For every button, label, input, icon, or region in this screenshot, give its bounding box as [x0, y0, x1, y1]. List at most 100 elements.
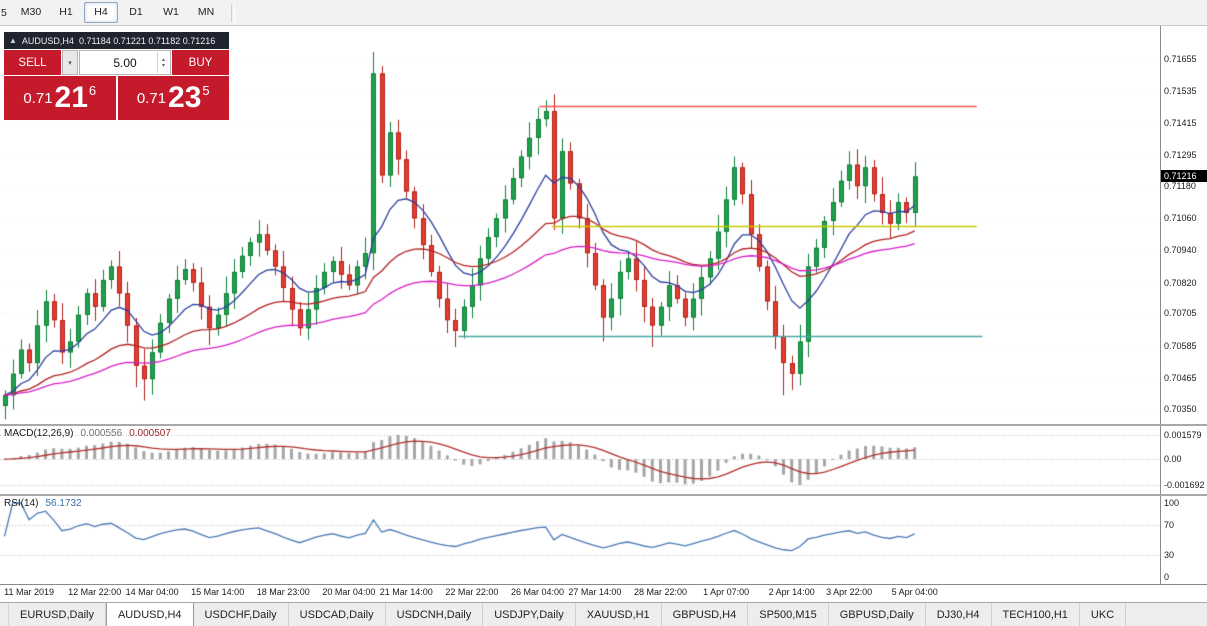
bid-point: 6 [88, 83, 97, 98]
sell-button[interactable]: SELL [4, 50, 61, 75]
date-axis-label: 5 Apr 04:00 [891, 587, 938, 597]
bid-base: 0.71 [23, 89, 53, 107]
price-axis-tick: 0.71295 [1164, 150, 1197, 161]
price-axis-tick: 0.70585 [1164, 340, 1197, 351]
rsi-panel: RSI(14) 56.1732 100 70 30 0 [0, 496, 1207, 584]
order-options-dropdown[interactable]: ▾ [62, 50, 78, 75]
rsi-canvas[interactable] [0, 496, 1160, 584]
trade-panel-ohlc: 0.71184 0.71221 0.71182 0.71216 [78, 35, 216, 46]
timeframe-toolbar: 5 M30 H1 H4 D1 W1 MN [0, 0, 1207, 26]
volume-value: 5.00 [113, 55, 137, 70]
date-axis-label: 1 Apr 07:00 [703, 587, 750, 597]
timeframe-button-h4[interactable]: H4 [84, 2, 118, 23]
price-axis-tick: 0.70940 [1164, 245, 1197, 256]
date-axis-label: 12 Mar 22:00 [68, 587, 122, 597]
chart-tab-sp500-m15[interactable]: SP500,M15 [748, 603, 829, 626]
date-axis-label: 2 Apr 14:00 [768, 587, 815, 597]
price-axis-tick: 0.70465 [1164, 372, 1197, 383]
current-price-badge: 0.71216 [1161, 170, 1207, 183]
date-axis-label: 22 Mar 22:00 [445, 587, 499, 597]
volume-increase-icon[interactable]: ▴ [161, 56, 165, 63]
trade-panel-header[interactable]: ▲ AUDUSD,H4 0.71184 0.71221 0.71182 0.71… [4, 32, 229, 49]
sell-price-button[interactable]: 0.71 21 6 [4, 76, 116, 120]
buy-button[interactable]: BUY [172, 50, 229, 75]
timeframe-button-m30[interactable]: M30 [20, 6, 42, 18]
chart-tab-usdcnh-daily[interactable]: USDCNH,Daily [385, 603, 484, 626]
macd-value-signal: 0.000507 [129, 428, 171, 439]
macd-axis-tick: 0.001579 [1164, 430, 1202, 440]
ask-pips: 23 [168, 81, 202, 114]
macd-value-main: 0.000556 [80, 428, 123, 439]
rsi-axis: 100 70 30 0 [1160, 496, 1207, 584]
timeframe-button-h1[interactable]: H1 [59, 6, 73, 18]
date-axis: 11 Mar 2019 12 Mar 22:00 14 Mar 04:00 15 Ma… [0, 584, 1207, 602]
price-axis-tick: 0.71180 [1164, 181, 1196, 192]
chart-tab-ukc[interactable]: UKC [1079, 603, 1127, 626]
macd-name: MACD(12,26,9) [4, 428, 74, 439]
date-axis-label: 26 Mar 04:00 [510, 587, 565, 597]
chart-tab-xauusd-h1[interactable]: XAUUSD,H1 [575, 603, 662, 626]
timeframe-button-w1[interactable]: W1 [163, 6, 179, 18]
volume-decrease-icon[interactable]: ▾ [161, 62, 165, 69]
timeframe-buttons: M30 H1 H4 D1 W1 MN [14, 2, 223, 23]
rsi-axis-tick: 0 [1164, 572, 1170, 582]
tab-spacer [0, 603, 9, 626]
chart-tab-eurusd-daily[interactable]: EURUSD,Daily [9, 603, 106, 626]
price-axis-tick: 0.70705 [1164, 308, 1197, 319]
trade-price-row: 0.71 21 6 0.71 23 5 [4, 76, 229, 120]
price-axis-tick: 0.71655 [1164, 53, 1197, 64]
ask-base: 0.71 [136, 89, 167, 107]
ask-point: 5 [202, 83, 210, 98]
buy-price-button[interactable]: 0.71 23 5 [117, 76, 229, 120]
price-axis-tick: 0.70350 [1164, 403, 1197, 414]
collapse-panel-icon[interactable]: ▲ [9, 36, 17, 45]
date-axis-label: 14 Mar 04:00 [125, 587, 179, 597]
chart-tab-bar: EURUSD,Daily AUDUSD,H4 USDCHF,Daily USDCAD,… [0, 602, 1207, 626]
trade-panel-symbol: AUDUSD,H4 [21, 35, 74, 46]
date-axis-label: 3 Apr 22:00 [826, 587, 873, 597]
rsi-value: 56.1732 [45, 498, 82, 509]
rsi-axis-tick: 30 [1164, 549, 1175, 560]
rsi-name: RSI(14) [4, 498, 39, 509]
chart-tab-usdchf-daily[interactable]: USDCHF,Daily [193, 603, 289, 626]
date-axis-label: 11 Mar 2019 [4, 587, 55, 597]
date-axis-label: 18 Mar 23:00 [256, 587, 310, 597]
timeframe-button-d1[interactable]: D1 [129, 6, 143, 18]
volume-spinner: ▴ ▾ [157, 52, 169, 73]
macd-axis-tick: -0.001692 [1164, 480, 1205, 490]
price-axis-tick: 0.71535 [1164, 85, 1197, 96]
price-axis-tick: 0.70820 [1164, 277, 1197, 288]
chart-tab-gbpusd-h4[interactable]: GBPUSD,H4 [661, 603, 749, 626]
bid-pips: 21 [54, 81, 88, 114]
date-axis-label: 27 Mar 14:00 [568, 587, 622, 597]
date-axis-label: 20 Mar 04:00 [322, 587, 376, 597]
macd-panel: MACD(12,26,9) 0.000556 0.000507 0.001579… [0, 426, 1207, 496]
chart-tab-usdcad-daily[interactable]: USDCAD,Daily [288, 603, 386, 626]
chart-tab-usdjpy-daily[interactable]: USDJPY,Daily [483, 603, 576, 626]
date-axis-label: 28 Mar 22:00 [633, 587, 688, 597]
one-click-trading-panel: ▲ AUDUSD,H4 0.71184 0.71221 0.71182 0.71… [4, 32, 229, 120]
trade-controls-row: SELL ▾ 5.00 ▴ ▾ BUY [4, 50, 229, 75]
price-axis-tick: 0.71060 [1164, 213, 1197, 224]
chevron-down-icon: ▾ [68, 59, 72, 67]
macd-axis: 0.001579 0.00 -0.001692 [1160, 426, 1207, 494]
chart-tab-dj30-h4[interactable]: DJ30,H4 [925, 603, 992, 626]
timeframe-button-mn[interactable]: MN [197, 6, 215, 18]
rsi-label: RSI(14) 56.1732 [4, 498, 82, 509]
rsi-axis-tick: 70 [1164, 520, 1175, 531]
chart-tab-audusd-h4[interactable]: AUDUSD,H4 [105, 603, 194, 626]
macd-canvas[interactable] [0, 426, 1160, 494]
toolbar-separator [231, 3, 235, 22]
chart-tab-tech100-h1[interactable]: TECH100,H1 [991, 603, 1080, 626]
date-axis-label: 21 Mar 14:00 [379, 587, 433, 597]
macd-label: MACD(12,26,9) 0.000556 0.000507 [4, 428, 171, 439]
timeframe-button-clipped[interactable]: 5 [1, 6, 7, 19]
price-axis-tick: 0.71415 [1164, 118, 1197, 129]
chart-tab-gbpusd-daily[interactable]: GBPUSD,Daily [828, 603, 926, 626]
date-axis-label: 15 Mar 14:00 [191, 587, 245, 597]
price-axis: 0.71216 0.71655 0.71535 0.71415 0.71295 0.71… [1160, 26, 1207, 424]
volume-field[interactable]: 5.00 ▴ ▾ [79, 50, 171, 75]
macd-axis-tick: 0.00 [1164, 454, 1182, 465]
rsi-axis-tick: 100 [1164, 498, 1180, 508]
